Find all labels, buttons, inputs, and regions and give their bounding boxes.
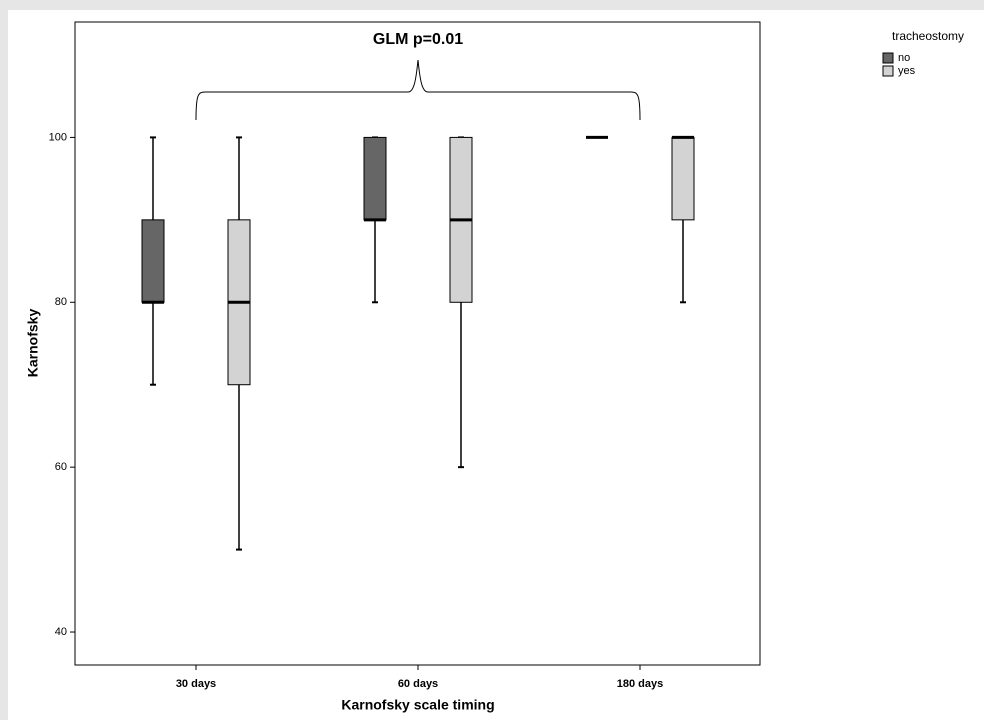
y-tick-label: 100 bbox=[49, 131, 67, 143]
box bbox=[363, 136, 387, 221]
box bbox=[141, 219, 165, 303]
plot-area bbox=[74, 21, 761, 666]
legend-swatch bbox=[882, 65, 894, 77]
y-tick-label: 60 bbox=[55, 461, 67, 473]
y-tick-label: 40 bbox=[55, 626, 67, 638]
legend-label: no bbox=[898, 52, 910, 64]
x-tick-label: 60 days bbox=[398, 678, 438, 690]
legend-label: yes bbox=[898, 65, 916, 77]
x-tick-label: 180 days bbox=[617, 678, 663, 690]
x-axis-label: Karnofsky scale timing bbox=[341, 697, 494, 713]
annotation: GLM p=0.01 bbox=[373, 31, 463, 48]
box bbox=[671, 136, 695, 221]
legend-title: tracheostomy bbox=[892, 29, 964, 43]
y-tick-label: 80 bbox=[55, 296, 67, 308]
brace bbox=[195, 59, 641, 121]
x-tick-label: 30 days bbox=[176, 678, 216, 690]
y-axis-label: Karnofsky bbox=[25, 309, 41, 378]
legend-swatch bbox=[882, 52, 894, 64]
